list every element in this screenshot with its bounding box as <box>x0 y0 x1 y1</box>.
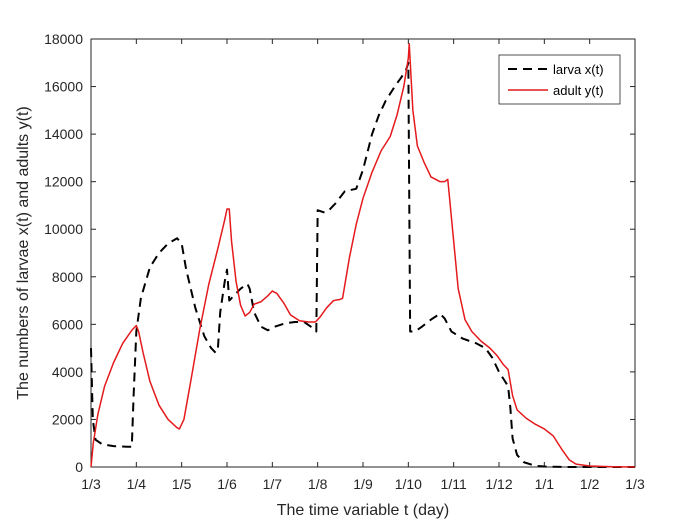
x-tick-label: 1/6 <box>217 476 237 492</box>
series-line-1 <box>90 43 636 468</box>
y-tick-label: 14000 <box>44 126 83 142</box>
series-line-0 <box>90 61 635 468</box>
series-layer <box>90 43 636 468</box>
x-tick-label: 1/4 <box>127 476 147 492</box>
y-tick-label: 8000 <box>52 269 83 285</box>
legend-label-0: larva x(t) <box>553 62 604 77</box>
x-tick-label: 1/9 <box>353 476 373 492</box>
x-tick-label: 1/10 <box>395 476 422 492</box>
legend-label-1: adult y(t) <box>553 83 604 98</box>
y-tick-label: 4000 <box>52 364 83 380</box>
x-axis-title: The time variable t (day) <box>277 502 450 519</box>
axis-ticks: 1/3 1/4 1/5 1/6 1/7 1/8 1/9 1/10 1/11 1/12 1/1 1/2 1… <box>44 31 645 492</box>
x-tick-label: 1/2 <box>580 476 600 492</box>
legend-box <box>498 54 621 105</box>
y-axis-title: The numbers of larvae x(t) and adults y(… <box>15 106 32 399</box>
plot-area <box>90 38 636 468</box>
x-tick-label: 1/3 <box>625 476 645 492</box>
x-tick-label: 1/12 <box>485 476 512 492</box>
y-tick-label: 0 <box>75 459 83 475</box>
y-tick-label: 10000 <box>44 221 83 237</box>
x-tick-label: 1/3 <box>81 476 101 492</box>
y-tick-label: 16000 <box>44 79 83 95</box>
x-tick-label: 1/1 <box>535 476 555 492</box>
x-tick-label: 1/5 <box>172 476 192 492</box>
x-tick-label: 1/7 <box>263 476 283 492</box>
x-tick-label: 1/8 <box>308 476 328 492</box>
y-tick-label: 6000 <box>52 316 83 332</box>
y-tick-label: 18000 <box>44 31 83 47</box>
legend: larva x(t) adult y(t) <box>498 54 621 105</box>
y-tick-label: 2000 <box>52 411 83 427</box>
y-tick-label: 12000 <box>44 174 83 190</box>
x-tick-label: 1/11 <box>441 476 467 492</box>
